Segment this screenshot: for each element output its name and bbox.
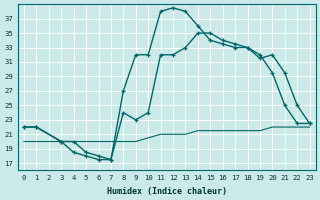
X-axis label: Humidex (Indice chaleur): Humidex (Indice chaleur) [107,187,227,196]
